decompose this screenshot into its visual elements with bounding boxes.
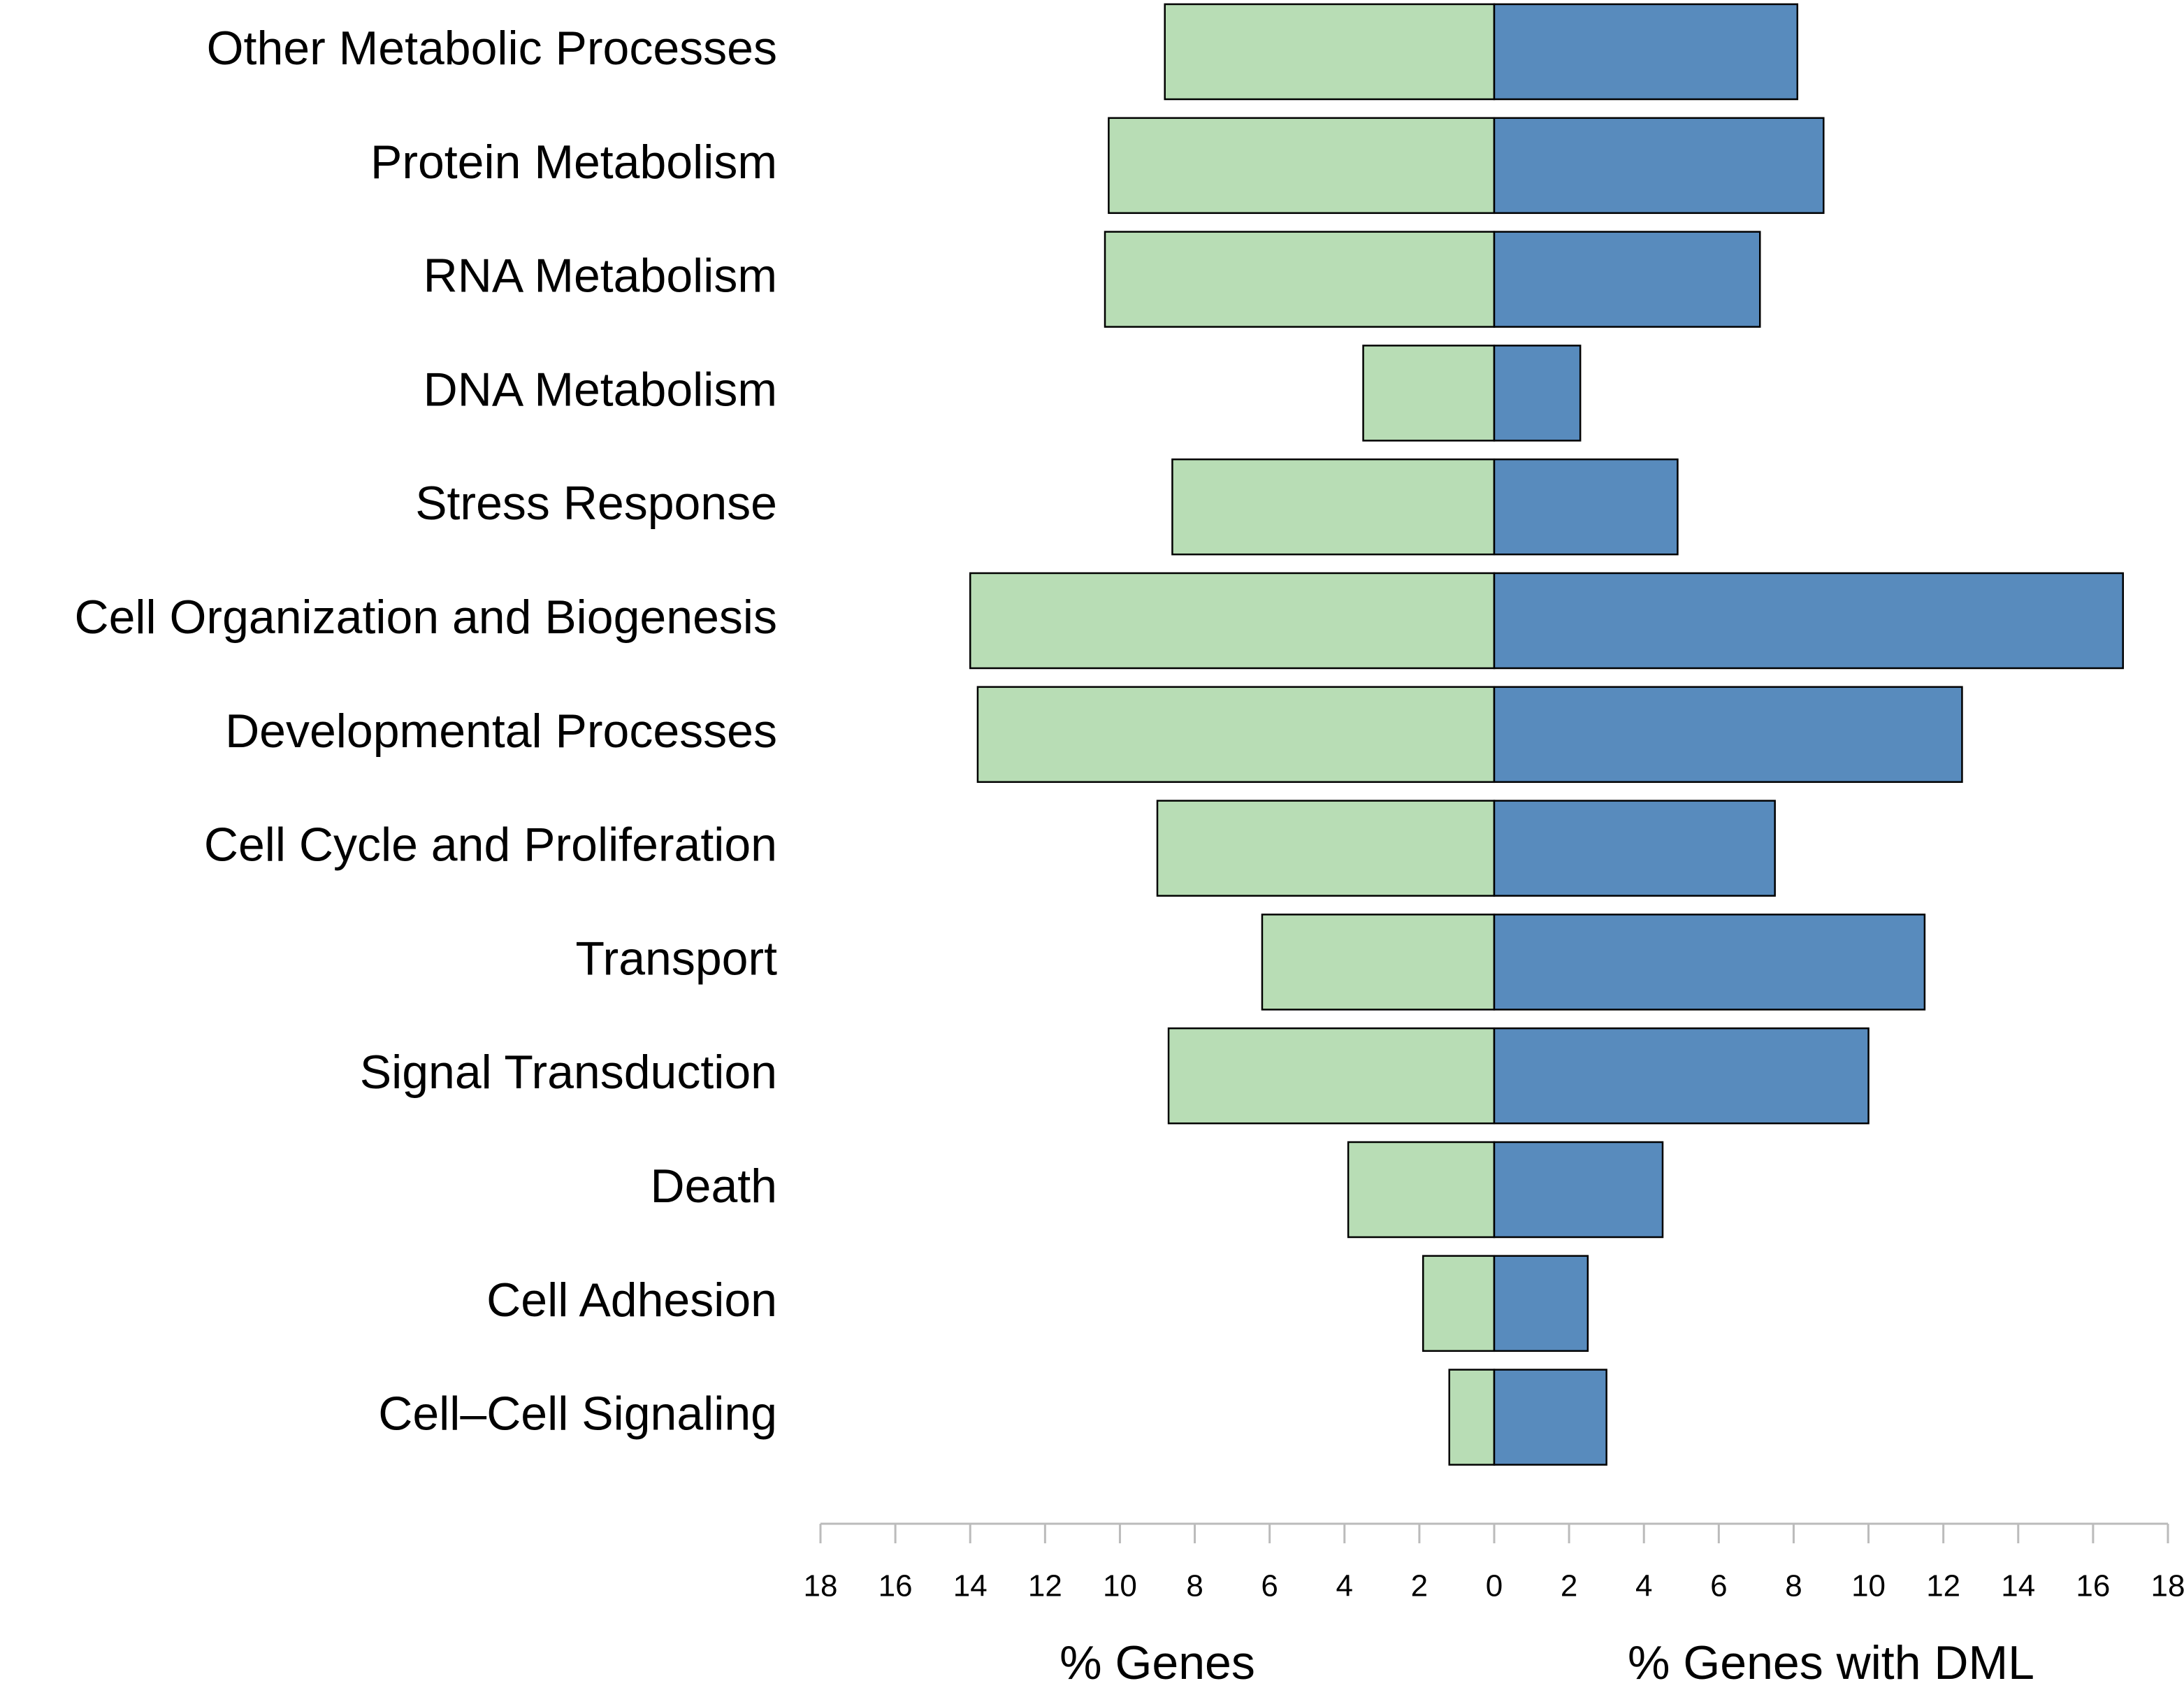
bar	[1493, 572, 2124, 670]
bar	[1493, 1255, 1589, 1352]
bar	[1261, 914, 1496, 1011]
category-label: Transport	[576, 932, 778, 985]
axis-title: % Genes	[1060, 1636, 1255, 1681]
bar	[1493, 231, 1761, 328]
bar	[1493, 345, 1582, 442]
category-label: Cell Adhesion	[486, 1274, 777, 1327]
category-label: Cell Cycle and Proliferation	[204, 818, 777, 872]
category-label: Other Metabolic Processes	[207, 22, 777, 75]
x-tick-label: 4	[1635, 1569, 1652, 1603]
category-label: Cell–Cell Signaling	[378, 1387, 777, 1441]
bar	[1171, 458, 1496, 556]
x-tick-label: 18	[804, 1569, 838, 1603]
bar	[1493, 1141, 1664, 1239]
bar	[1108, 117, 1496, 215]
bar	[1167, 1027, 1496, 1125]
x-tick-label: 6	[1710, 1569, 1727, 1603]
bar	[1493, 458, 1679, 556]
x-tick-label: 14	[2001, 1569, 2035, 1603]
bar	[1493, 3, 1799, 101]
x-tick-label: 8	[1186, 1569, 1203, 1603]
bar	[1493, 1027, 1870, 1125]
bar	[1362, 345, 1496, 442]
x-tick-label: 0	[1486, 1569, 1503, 1603]
bar	[1493, 914, 1926, 1011]
category-label: RNA Metabolism	[424, 250, 777, 303]
category-label: Developmental Processes	[225, 705, 777, 758]
bar	[1448, 1369, 1496, 1466]
bar	[969, 572, 1496, 670]
x-tick-label: 16	[2076, 1569, 2110, 1603]
x-tick-label: 2	[1411, 1569, 1428, 1603]
bar	[976, 686, 1496, 784]
bar	[1164, 3, 1496, 101]
axis-title: % Genes with DML	[1628, 1636, 2034, 1681]
category-label: Death	[651, 1160, 777, 1213]
bar	[1104, 231, 1496, 328]
category-label: Stress Response	[415, 477, 777, 530]
x-tick-label: 4	[1336, 1569, 1353, 1603]
category-label: DNA Metabolism	[424, 363, 777, 416]
bar	[1493, 1369, 1607, 1466]
bar	[1156, 800, 1496, 897]
category-label: Signal Transduction	[360, 1046, 777, 1099]
x-tick-label: 12	[1926, 1569, 1960, 1603]
x-tick-label: 6	[1261, 1569, 1278, 1603]
bar	[1493, 686, 1963, 784]
bar	[1493, 800, 1776, 897]
x-tick-label: 14	[953, 1569, 988, 1603]
x-tick-label: 10	[1103, 1569, 1137, 1603]
category-label: Protein Metabolism	[370, 136, 777, 189]
bar	[1422, 1255, 1496, 1352]
bar	[1347, 1141, 1496, 1239]
x-tick-label: 10	[1851, 1569, 1886, 1603]
x-tick-label: 8	[1785, 1569, 1802, 1603]
x-tick-label: 12	[1028, 1569, 1062, 1603]
bar	[1493, 117, 1825, 215]
category-label: Cell Organization and Biogenesis	[75, 591, 778, 644]
x-tick-label: 2	[1561, 1569, 1577, 1603]
x-tick-label: 16	[878, 1569, 913, 1603]
x-tick-label: 18	[2151, 1569, 2184, 1603]
